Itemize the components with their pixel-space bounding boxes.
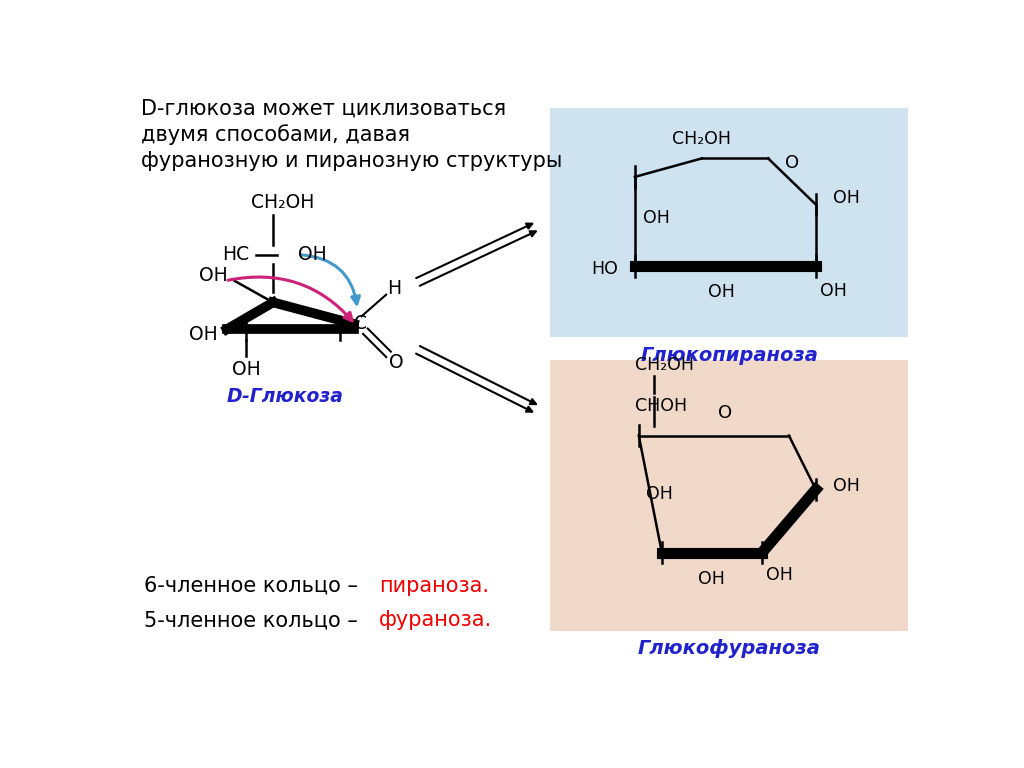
Text: Глюкопираноза: Глюкопираноза bbox=[640, 346, 818, 366]
Text: OH: OH bbox=[298, 245, 327, 264]
Text: фураноза.: фураноза. bbox=[379, 611, 493, 631]
Text: OH: OH bbox=[646, 485, 674, 503]
Text: Глюкофураноза: Глюкофураноза bbox=[638, 639, 820, 658]
Text: CH₂OH: CH₂OH bbox=[673, 131, 731, 148]
Text: пираноза.: пираноза. bbox=[379, 576, 489, 596]
Text: 5-членное кольцо –: 5-членное кольцо – bbox=[144, 611, 365, 631]
Text: O: O bbox=[785, 154, 799, 172]
Text: OH: OH bbox=[231, 360, 260, 379]
Text: OH: OH bbox=[833, 190, 860, 207]
Text: CH₂OH: CH₂OH bbox=[251, 194, 314, 212]
Text: O: O bbox=[389, 353, 403, 372]
Text: OH: OH bbox=[709, 283, 735, 301]
Text: CH₂OH: CH₂OH bbox=[635, 356, 694, 374]
Text: OH: OH bbox=[766, 567, 793, 584]
Text: OH: OH bbox=[643, 209, 670, 227]
Text: OH: OH bbox=[820, 282, 847, 300]
Text: HC: HC bbox=[222, 245, 250, 264]
Text: D-Глюкоза: D-Глюкоза bbox=[226, 387, 343, 406]
Text: OH: OH bbox=[833, 477, 860, 495]
Text: OH: OH bbox=[698, 570, 725, 588]
FancyBboxPatch shape bbox=[550, 360, 908, 631]
Text: O: O bbox=[718, 404, 732, 422]
Text: OH: OH bbox=[189, 325, 218, 344]
Text: C: C bbox=[353, 314, 367, 333]
Text: D-глюкоза может циклизоваться
двумя способами, давая
фуранозную и пиранозную стр: D-глюкоза может циклизоваться двумя спос… bbox=[140, 98, 562, 170]
Text: H: H bbox=[387, 279, 401, 298]
Text: 6-членное кольцо –: 6-членное кольцо – bbox=[144, 576, 365, 596]
FancyBboxPatch shape bbox=[550, 108, 908, 337]
Text: CHOH: CHOH bbox=[635, 397, 687, 415]
Text: OH: OH bbox=[199, 266, 227, 285]
Text: HO: HO bbox=[591, 260, 617, 278]
